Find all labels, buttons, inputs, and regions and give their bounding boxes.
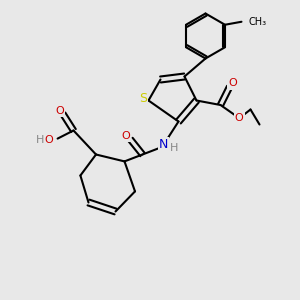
Text: O: O: [55, 106, 64, 116]
Text: O: O: [122, 131, 130, 141]
Text: O: O: [228, 78, 237, 88]
Text: H: H: [35, 135, 44, 145]
Text: N: N: [159, 138, 168, 152]
Text: H: H: [170, 143, 178, 153]
Text: CH₃: CH₃: [249, 17, 267, 27]
Text: O: O: [45, 135, 54, 145]
Text: O: O: [235, 113, 244, 123]
Text: S: S: [139, 92, 147, 106]
